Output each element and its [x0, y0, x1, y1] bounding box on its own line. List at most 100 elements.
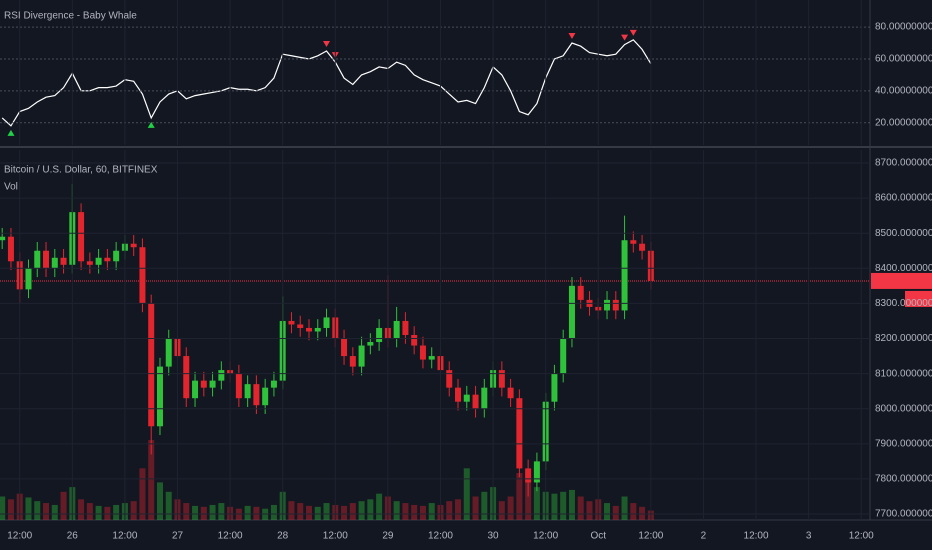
y-tick-label: 8200.00000000 — [875, 333, 932, 344]
volume-bar — [507, 496, 514, 520]
volume-bar — [86, 503, 93, 520]
x-tick-label: 12:00 — [7, 531, 32, 542]
volume-bar — [209, 504, 216, 520]
rsi-tick-label: 40.00000000 — [875, 85, 932, 96]
volume-bar — [156, 482, 163, 520]
volume-bar — [60, 491, 67, 520]
rsi-tick-label: 60.00000000 — [875, 54, 932, 65]
rsi-line — [1, 39, 652, 127]
volume-bar — [0, 496, 6, 520]
volume-bar — [551, 493, 558, 520]
volume-bar — [341, 505, 348, 520]
volume-bar — [104, 506, 111, 520]
chart-title: Bitcoin / U.S. Dollar, 60, BITFINEX — [4, 165, 158, 176]
volume-bar — [130, 501, 137, 520]
volume-bar — [639, 506, 646, 520]
y-tick-label: 8400.00000000 — [875, 263, 932, 274]
volume-bar — [244, 505, 251, 520]
rsi-title: RSI Divergence - Baby Whale — [4, 11, 137, 22]
volume-bar — [455, 499, 462, 520]
volume-bar — [516, 473, 523, 520]
x-tick-label: 12:00 — [638, 531, 663, 542]
volume-bar — [498, 501, 505, 520]
volume-bar — [463, 468, 470, 520]
volume-bar — [165, 491, 172, 520]
volume-bar — [148, 440, 155, 520]
x-tick-label: 27 — [172, 531, 184, 542]
volume-bar — [314, 506, 321, 520]
volume-bar — [577, 496, 584, 520]
x-tick-label: 12:00 — [112, 531, 137, 542]
x-tick-label: Oct — [590, 531, 606, 542]
volume-bar — [419, 505, 426, 520]
volume-bar — [393, 501, 400, 520]
volume-bar — [481, 491, 488, 520]
y-tick-label: 8100.00000000 — [875, 368, 932, 379]
countdown-box — [905, 290, 932, 307]
volume-bar — [323, 503, 330, 520]
volume-bar — [376, 493, 383, 520]
bearish-marker — [568, 33, 576, 40]
volume-bar — [472, 496, 479, 520]
x-tick-label: 12:00 — [744, 531, 769, 542]
volume-bar — [358, 501, 365, 520]
y-tick-label: 7800.00000000 — [875, 474, 932, 485]
volume-bar — [139, 468, 146, 520]
volume-bar — [95, 505, 102, 520]
volume-bar — [218, 503, 225, 520]
x-tick-label: 12:00 — [218, 531, 243, 542]
volume-bar — [270, 504, 277, 520]
volume-bar — [78, 499, 85, 520]
bearish-marker — [621, 34, 629, 41]
volume-bar — [446, 501, 453, 520]
volume-bar — [7, 499, 14, 520]
volume-bar — [621, 496, 628, 520]
volume-bar — [402, 503, 409, 520]
x-tick-label: 3 — [806, 531, 812, 542]
last-price-box — [871, 272, 932, 289]
y-tick-label: 7700.00000000 — [875, 509, 932, 520]
volume-bar — [586, 501, 593, 520]
x-tick-label: 12:00 — [428, 531, 453, 542]
y-tick-label: 8300.00000000 — [875, 298, 932, 309]
volume-bar — [349, 503, 356, 520]
volume-bar — [192, 505, 199, 520]
x-tick-label: 12:00 — [323, 531, 348, 542]
x-tick-label: 28 — [277, 531, 289, 542]
volume-bar — [630, 503, 637, 520]
y-tick-label: 7900.00000000 — [875, 438, 932, 449]
volume-bar — [428, 503, 435, 520]
rsi-tick-label: 20.00000000 — [875, 117, 932, 128]
volume-bar — [533, 487, 540, 520]
bullish-marker — [7, 129, 15, 136]
volume-bar — [560, 491, 567, 520]
volume-bar — [604, 503, 611, 520]
volume-bar — [253, 506, 260, 520]
volume-bar — [288, 501, 295, 520]
volume-bar — [51, 504, 58, 520]
volume-label: Vol — [4, 182, 18, 193]
volume-bar — [113, 504, 120, 520]
x-tick-label: 2 — [701, 531, 707, 542]
volume-bar — [297, 503, 304, 520]
volume-bar — [612, 505, 619, 520]
volume-bar — [43, 503, 50, 520]
y-tick-label: 8000.00000000 — [875, 403, 932, 414]
y-tick-label: 8500.00000000 — [875, 228, 932, 239]
volume-bar — [568, 489, 575, 520]
x-tick-label: 26 — [67, 531, 79, 542]
volume-bar — [183, 503, 190, 520]
y-tick-label: 8700.00000000 — [875, 158, 932, 169]
bearish-marker — [323, 40, 331, 47]
rsi-tick-label: 80.00000000 — [875, 22, 932, 33]
volume-bar — [525, 477, 532, 520]
bullish-marker — [147, 121, 155, 128]
volume-bar — [200, 506, 207, 520]
x-tick-label: 29 — [382, 531, 394, 542]
x-tick-label: 12:00 — [533, 531, 558, 542]
x-tick-label: 30 — [488, 531, 500, 542]
bearish-marker — [629, 29, 637, 36]
volume-bar — [25, 497, 32, 520]
